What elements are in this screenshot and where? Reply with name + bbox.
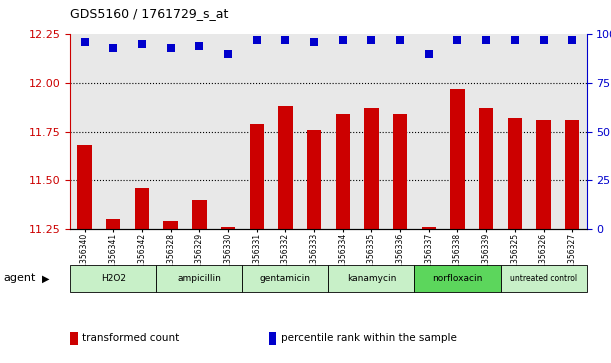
Bar (243, 265, 328, 292)
Bar (536, 120, 551, 229)
Point (539, 37, 549, 43)
Text: gentamicin: gentamicin (260, 274, 311, 283)
Bar (156, 265, 243, 292)
Bar (422, 227, 436, 229)
Point (338, 37, 348, 43)
Bar (278, 106, 293, 229)
Text: kanamycin: kanamycin (347, 274, 396, 283)
Point (252, 37, 262, 43)
Text: H2O2: H2O2 (101, 274, 126, 283)
Bar (135, 188, 149, 229)
Point (79, 39, 89, 45)
Bar (106, 219, 120, 229)
Point (481, 37, 491, 43)
Text: percentile rank within the sample: percentile rank within the sample (281, 333, 457, 343)
Bar (249, 124, 264, 229)
Point (395, 37, 405, 43)
Bar (364, 108, 379, 229)
Text: GDS5160 / 1761729_s_at: GDS5160 / 1761729_s_at (70, 7, 229, 20)
Point (453, 37, 463, 43)
Bar (450, 89, 464, 229)
Point (424, 51, 434, 57)
Bar (307, 130, 321, 229)
Bar (500, 265, 587, 292)
Text: transformed count: transformed count (82, 333, 180, 343)
Point (137, 41, 147, 47)
Bar (78, 145, 92, 229)
Point (108, 45, 118, 51)
Text: agent: agent (3, 273, 35, 284)
Bar (414, 265, 500, 292)
Point (166, 45, 175, 51)
Bar (164, 221, 178, 229)
Bar (329, 265, 414, 292)
Bar (70, 265, 156, 292)
Bar (479, 108, 493, 229)
Point (309, 39, 319, 45)
Point (510, 37, 520, 43)
Text: ampicillin: ampicillin (177, 274, 221, 283)
Bar (565, 120, 579, 229)
Point (194, 43, 204, 49)
Bar (192, 200, 207, 229)
Bar (335, 114, 350, 229)
Bar (393, 114, 408, 229)
Point (367, 37, 376, 43)
Text: untreated control: untreated control (510, 274, 577, 283)
Point (280, 37, 290, 43)
Bar (508, 118, 522, 229)
Point (568, 37, 577, 43)
Point (223, 51, 233, 57)
Text: ▶: ▶ (42, 273, 49, 284)
Bar (221, 227, 235, 229)
Text: norfloxacin: norfloxacin (433, 274, 483, 283)
